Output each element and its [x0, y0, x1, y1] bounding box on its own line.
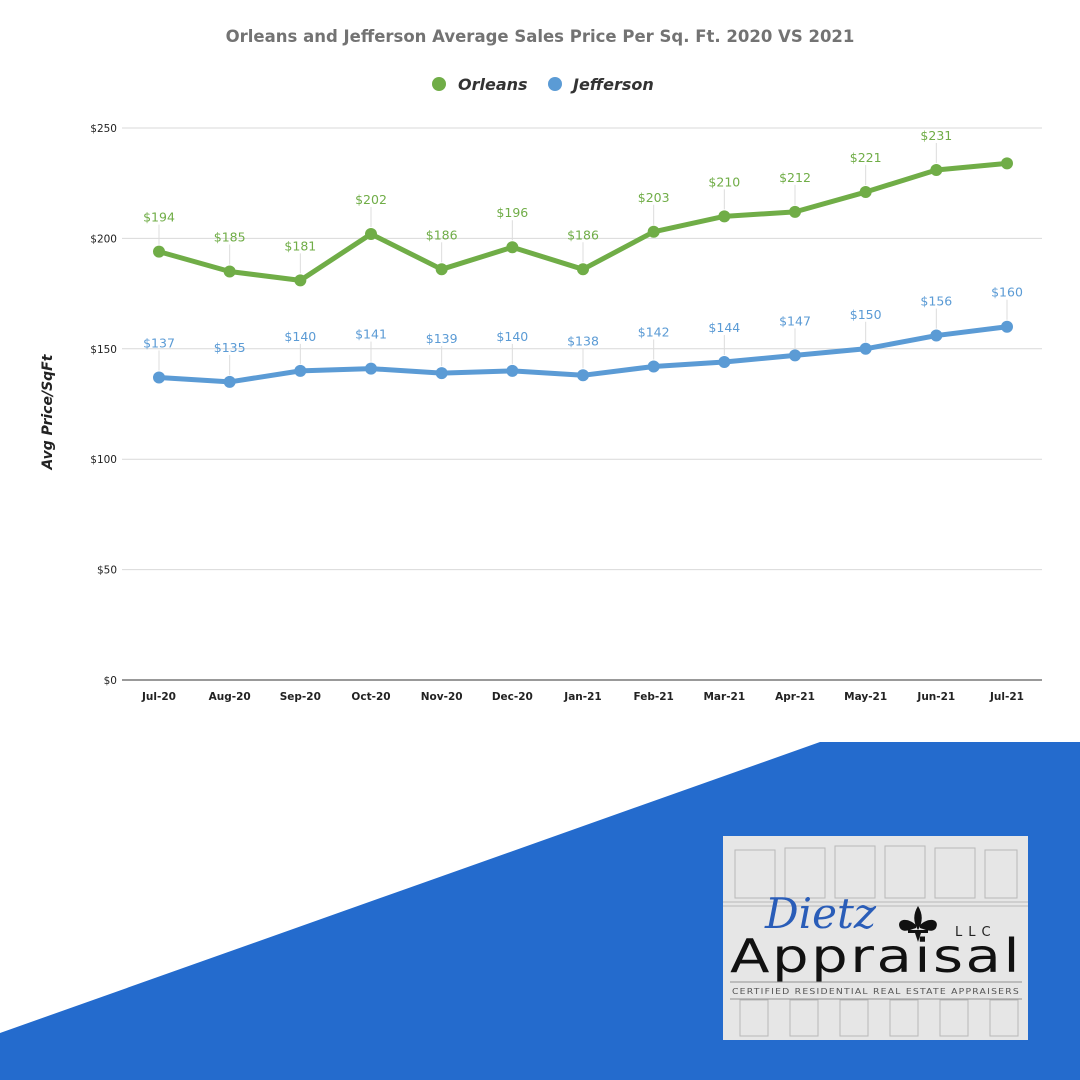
data-label-jefferson: $160	[991, 285, 1023, 300]
x-tick-label: Jun-21	[916, 691, 955, 703]
data-point-orleans	[859, 186, 872, 199]
data-point-orleans	[223, 265, 236, 278]
data-point-orleans	[930, 163, 943, 176]
data-label-jefferson: $141	[355, 327, 387, 342]
x-tick-label: Dec-20	[492, 691, 533, 703]
data-point-orleans	[294, 274, 307, 287]
data-label-jefferson: $138	[567, 333, 599, 348]
logo-main-text: Appraisal	[730, 929, 1022, 983]
data-point-orleans	[718, 210, 731, 223]
fleur-de-lis-icon	[899, 906, 937, 942]
data-point-orleans	[365, 227, 377, 240]
data-point-jefferson	[223, 375, 236, 388]
data-point-orleans	[153, 245, 165, 258]
data-label-orleans: $212	[779, 170, 811, 185]
x-tick-label: Apr-21	[775, 691, 815, 703]
data-label-orleans: $231	[920, 128, 952, 143]
gridlines	[122, 127, 1042, 681]
x-tick-label: Jul-21	[989, 691, 1024, 703]
chart-title: Orleans and Jefferson Average Sales Pric…	[226, 27, 855, 46]
y-axis-ticks: $0 $50 $100 $150 $200 $250	[90, 123, 117, 687]
data-label-jefferson: $137	[143, 336, 175, 351]
data-label-orleans: $196	[496, 205, 528, 220]
data-label-jefferson: $139	[426, 331, 458, 346]
x-tick-label: May-21	[844, 691, 887, 703]
data-point-jefferson	[577, 369, 589, 382]
legend-label-jefferson: Jefferson	[570, 75, 654, 94]
data-point-jefferson	[435, 367, 448, 380]
data-point-jefferson	[506, 364, 519, 377]
company-logo: Dietz LLC Appraisal CERTIFIED RESIDENTIA…	[723, 836, 1028, 1040]
data-label-orleans: $181	[284, 238, 316, 253]
data-label-jefferson: $140	[496, 329, 528, 344]
data-label-orleans: $221	[850, 150, 882, 165]
y-tick-label: $100	[90, 454, 117, 466]
x-axis-ticks: Jul-20 Aug-20 Sep-20 Oct-20 Nov-20 Dec-20 Jan-…	[141, 691, 1024, 703]
data-point-jefferson	[153, 371, 165, 384]
x-tick-label: Jul-20	[141, 691, 176, 703]
x-tick-label: Aug-20	[209, 691, 251, 703]
data-point-orleans	[435, 263, 448, 276]
legend-marker-orleans	[432, 77, 446, 91]
data-label-orleans: $185	[214, 230, 246, 245]
series-line-orleans	[156, 160, 1010, 283]
data-point-jefferson	[859, 342, 872, 355]
y-tick-label: $0	[104, 675, 117, 687]
legend-label-orleans: Orleans	[458, 75, 528, 94]
x-tick-label: Sep-20	[280, 691, 321, 703]
data-label-orleans: $186	[567, 227, 599, 242]
x-tick-label: Jan-21	[563, 691, 601, 703]
data-labels: $194 $185 $181 $202 $186 $196 $186 $203 $210 $212…	[143, 128, 1023, 355]
data-label-orleans: $186	[426, 227, 458, 242]
data-point-orleans	[577, 263, 589, 276]
logo-script-text: Dietz	[764, 889, 877, 938]
data-label-jefferson: $150	[850, 307, 882, 322]
y-tick-label: $200	[90, 233, 117, 245]
data-point-orleans	[506, 241, 519, 254]
data-label-jefferson: $147	[779, 313, 811, 328]
legend: Orleans Jefferson	[432, 75, 654, 94]
data-point-jefferson	[365, 362, 377, 375]
data-label-orleans: $194	[143, 210, 175, 225]
data-point-orleans	[789, 205, 801, 218]
y-tick-label: $250	[90, 123, 117, 135]
data-label-orleans: $203	[638, 190, 670, 205]
logo-building-sketch	[723, 845, 1028, 1037]
y-tick-label: $150	[90, 344, 117, 356]
y-tick-label: $50	[97, 565, 117, 577]
data-label-jefferson: $144	[708, 320, 740, 335]
y-axis-label: Avg Price/SqFt	[40, 353, 56, 470]
logo-llc-text: LLC	[955, 925, 997, 940]
data-point-jefferson	[789, 349, 801, 362]
data-label-jefferson: $140	[284, 329, 316, 344]
x-tick-label: Nov-20	[421, 691, 463, 703]
data-point-jefferson	[647, 360, 660, 373]
data-label-jefferson: $156	[920, 294, 952, 309]
x-tick-label: Oct-20	[351, 691, 390, 703]
data-point-orleans	[1001, 157, 1013, 170]
data-point-orleans	[647, 225, 660, 238]
legend-marker-jefferson	[548, 77, 562, 91]
label-leader-lines	[158, 142, 1008, 375]
data-label-orleans: $202	[355, 192, 387, 207]
data-label-jefferson: $135	[214, 340, 246, 355]
data-label-orleans: $210	[708, 174, 740, 189]
logo-tagline: CERTIFIED RESIDENTIAL REAL ESTATE APPRAI…	[732, 987, 1020, 996]
data-point-jefferson	[718, 356, 731, 369]
data-point-jefferson	[1001, 320, 1013, 333]
x-tick-label: Mar-21	[703, 691, 745, 703]
x-tick-label: Feb-21	[633, 691, 673, 703]
series-layer	[153, 157, 1013, 388]
data-point-jefferson	[930, 329, 943, 342]
data-point-jefferson	[294, 364, 307, 377]
data-label-jefferson: $142	[638, 324, 670, 339]
